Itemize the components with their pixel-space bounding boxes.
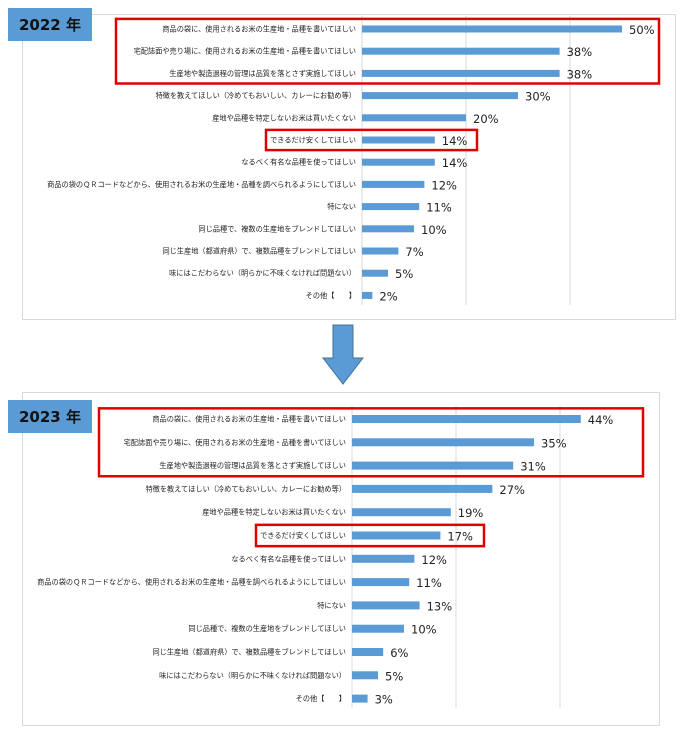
- bar: [362, 69, 560, 77]
- category-label: 商品の袋に、使用されるお米の生産地・品種を書いてほしい: [162, 25, 356, 34]
- highlight-box: [114, 17, 661, 85]
- bar: [362, 136, 435, 144]
- category-label: 特にない: [327, 202, 356, 211]
- value-label: 6%: [390, 646, 408, 660]
- category-label: 宅配誌面や売り場に、使用されるお米の生産地・品種を書いてほしい: [134, 47, 356, 56]
- value-label: 38%: [567, 45, 593, 59]
- category-label: その他【 】: [296, 694, 346, 703]
- category-label: 宅配誌面や売り場に、使用されるお米の生産地・品種を書いてほしい: [124, 438, 346, 447]
- bar: [362, 180, 425, 188]
- value-label: 38%: [567, 67, 593, 81]
- value-label: 5%: [395, 267, 413, 281]
- category-label: 生産地や製造過程の管理は品質を落とさず実施してほしい: [159, 461, 346, 470]
- category-label: 特徴を教えてほしい（冷めてもおいしい、カレーにお勧め等）: [155, 91, 356, 100]
- value-label: 20%: [473, 112, 499, 126]
- bar-chart-2022: 商品の袋に、使用されるお米の生産地・品種を書いてほしい 50% 宅配誌面や売り場に、…: [47, 16, 661, 305]
- bar: [362, 92, 518, 100]
- value-label: 2%: [379, 289, 397, 303]
- bar: [352, 484, 493, 493]
- category-label: 特にない: [317, 601, 346, 610]
- bar: [352, 438, 534, 447]
- category-label: 同じ生産地（都道府県）で、複数品種をブレンドしてほしい: [162, 247, 356, 256]
- bar: [362, 114, 466, 122]
- bar: [352, 461, 514, 470]
- bar: [362, 25, 622, 33]
- value-label: 31%: [520, 460, 546, 474]
- value-label: 14%: [442, 156, 468, 170]
- bar: [352, 554, 415, 563]
- bar: [352, 694, 368, 703]
- value-label: 50%: [629, 23, 655, 37]
- bar: [362, 203, 420, 211]
- chart-panel-2023: [22, 392, 660, 726]
- bar: [352, 508, 451, 517]
- value-label: 12%: [421, 553, 447, 567]
- category-label: 産地や品種を特定しないお米は買いたくない: [212, 113, 356, 122]
- value-label: 17%: [447, 530, 473, 544]
- highlight-box: [264, 128, 479, 152]
- value-label: 10%: [421, 223, 447, 237]
- category-label: 商品の袋のＱＲコードなどから、使用されるお米の生産地・品種を調べられるようにして…: [37, 578, 346, 587]
- category-label: できるだけ安くしてほしい: [260, 531, 346, 540]
- category-label: 同じ品種で、複数の生産地をブレンドしてほしい: [188, 624, 346, 633]
- value-label: 35%: [541, 436, 567, 450]
- category-label: できるだけ安くしてほしい: [270, 136, 356, 145]
- value-label: 13%: [427, 599, 453, 613]
- bar: [362, 269, 388, 277]
- bar: [352, 578, 410, 587]
- value-label: 19%: [458, 506, 484, 520]
- value-label: 10%: [411, 623, 437, 637]
- value-label: 30%: [525, 90, 551, 104]
- category-label: なるべく有名な品種を使ってほしい: [241, 158, 356, 167]
- value-label: 14%: [442, 134, 468, 148]
- bar: [352, 648, 384, 656]
- bar: [352, 531, 441, 540]
- bar: [362, 291, 373, 299]
- chart-panel-2022: [22, 14, 676, 320]
- value-label: 7%: [405, 245, 423, 259]
- category-label: 同じ生産地（都道府県）で、複数品種をブレンドしてほしい: [152, 648, 346, 657]
- category-label: 商品の袋のＱＲコードなどから、使用されるお米の生産地・品種を調べられるようにして…: [47, 180, 356, 189]
- category-label: 生産地や製造過程の管理は品質を落とさず実施してほしい: [169, 69, 356, 78]
- highlight-box: [254, 523, 486, 548]
- bar: [352, 671, 378, 680]
- category-label: 商品の袋に、使用されるお米の生産地・品種を書いてほしい: [152, 415, 346, 424]
- value-label: 5%: [385, 669, 403, 683]
- bar: [352, 624, 404, 633]
- bar: [362, 247, 399, 255]
- bar: [352, 601, 420, 610]
- bar: [362, 47, 560, 55]
- bar: [362, 225, 414, 233]
- category-label: 味にはこだわらない（明らかに不味くなければ問題ない）: [159, 671, 346, 680]
- value-label: 11%: [426, 201, 452, 215]
- category-label: 味にはこだわらない（明らかに不味くなければ問題ない）: [169, 269, 356, 278]
- value-label: 27%: [499, 483, 525, 497]
- category-label: なるべく有名な品種を使ってほしい: [231, 554, 346, 563]
- bar: [362, 158, 435, 166]
- category-label: 特徴を教えてほしい（冷めてもおいしい、カレーにお勧め等）: [145, 484, 346, 493]
- value-label: 11%: [416, 576, 442, 590]
- category-label: 産地や品種を特定しないお米は買いたくない: [202, 508, 346, 517]
- year-tag-2022: 2022 年: [8, 8, 92, 41]
- year-tag-2023: 2023 年: [8, 400, 92, 433]
- bar: [352, 415, 581, 423]
- value-label: 44%: [588, 413, 614, 427]
- value-label: 3%: [375, 693, 393, 707]
- category-label: その他【 】: [306, 291, 356, 300]
- category-label: 同じ品種で、複数の生産地をブレンドしてほしい: [198, 224, 356, 233]
- value-label: 12%: [431, 178, 457, 192]
- highlight-box: [97, 407, 645, 478]
